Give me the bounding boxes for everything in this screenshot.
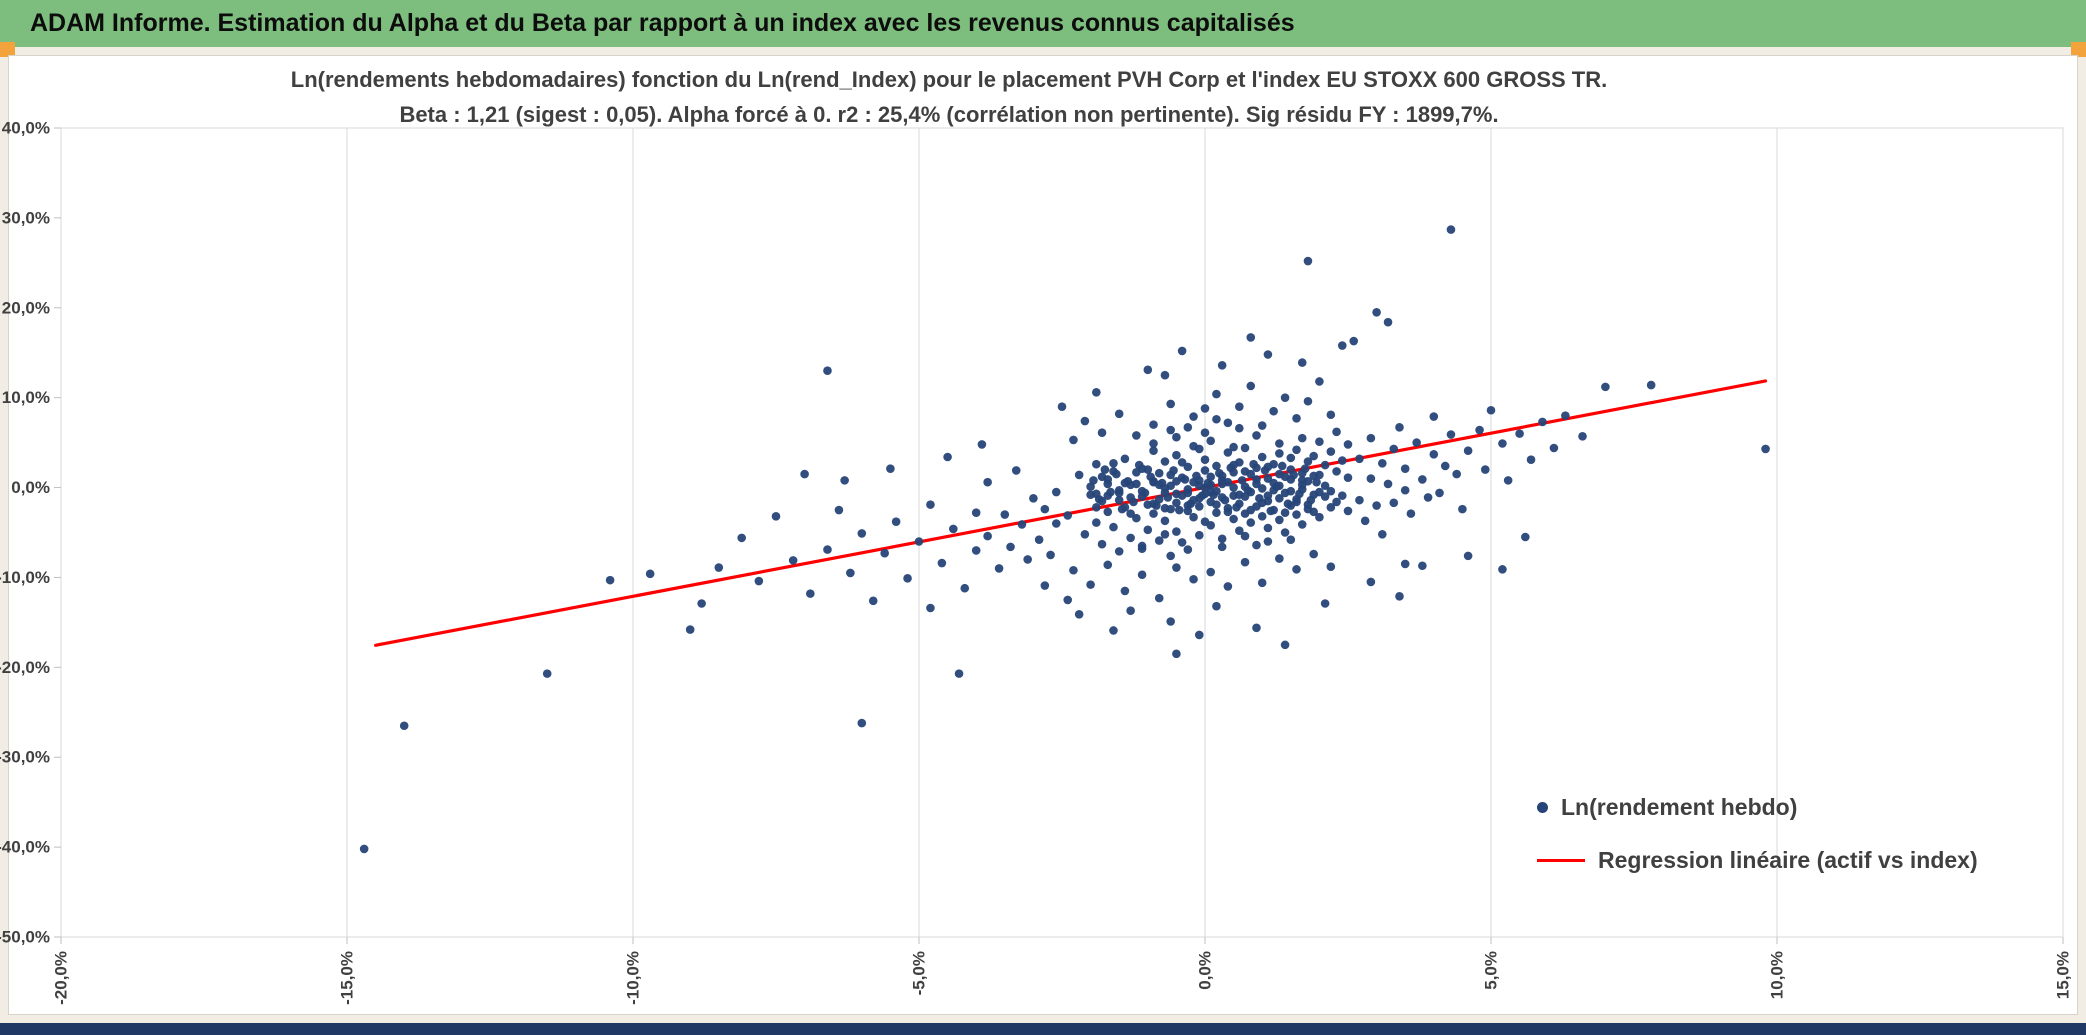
svg-text:10,0%: 10,0% <box>2 388 50 407</box>
legend-line-marker-icon <box>1537 859 1585 862</box>
legend-item-regression[interactable]: Regression linéaire (actif vs index) <box>1537 847 1978 874</box>
svg-text:0,0%: 0,0% <box>11 478 50 497</box>
scatter-chart-svg: -20,0% -15,0% -10,0% -5,0% 0,0% 5,0% 10,0% 15,0… <box>0 119 2073 1005</box>
orange-accent-left <box>0 42 15 57</box>
svg-text:15,0%: 15,0% <box>2054 951 2073 999</box>
svg-text:40,0%: 40,0% <box>2 119 50 138</box>
sheet-header-title: ADAM Informe. Estimation du Alpha et du … <box>30 9 1295 37</box>
chart-title-line1: Ln(rendements hebdomadaires) fonction du… <box>290 67 1608 92</box>
svg-text:-50,0%: -50,0% <box>0 928 50 947</box>
chart-title: Ln(rendements hebdomadaires) fonction du… <box>9 62 1889 132</box>
bottom-navy-bar <box>0 1023 2086 1035</box>
svg-text:-15,0%: -15,0% <box>338 951 357 1005</box>
chart-title-line2: Beta : 1,21 (sigest : 0,05). Alpha forcé… <box>399 102 1499 127</box>
x-axis-labels: -20,0% -15,0% -10,0% -5,0% 0,0% 5,0% 10,0% 15,0… <box>52 951 2073 1005</box>
svg-text:-10,0%: -10,0% <box>0 568 50 587</box>
y-axis-labels: 40,0% 30,0% 20,0% 10,0% 0,0% -10,0% -20,0% -30,… <box>0 119 50 947</box>
legend-label-points: Ln(rendement hebdo) <box>1561 794 1798 820</box>
svg-text:5,0%: 5,0% <box>1482 951 1501 990</box>
sheet-header-bar: ADAM Informe. Estimation du Alpha et du … <box>0 0 2086 47</box>
legend-item-points[interactable]: Ln(rendement hebdo) <box>1537 794 1978 821</box>
svg-text:-5,0%: -5,0% <box>910 951 929 995</box>
orange-accent-right <box>2071 42 2086 57</box>
chart-object[interactable]: -20,0% -15,0% -10,0% -5,0% 0,0% 5,0% 10,0% 15,0… <box>0 55 2078 1015</box>
svg-text:-10,0%: -10,0% <box>624 951 643 1005</box>
svg-text:-20,0%: -20,0% <box>52 951 71 1005</box>
chart-legend[interactable]: Ln(rendement hebdo) Regression linéaire … <box>1537 794 1978 874</box>
axis-ticks <box>54 127 2064 944</box>
legend-label-regression: Regression linéaire (actif vs index) <box>1598 847 1978 873</box>
svg-text:0,0%: 0,0% <box>1196 951 1215 990</box>
scatter-points <box>359 225 1770 854</box>
legend-dot-marker-icon <box>1537 802 1548 813</box>
plot-border <box>60 127 2064 938</box>
svg-text:-40,0%: -40,0% <box>0 838 50 857</box>
svg-text:30,0%: 30,0% <box>2 208 50 227</box>
svg-text:20,0%: 20,0% <box>2 298 50 317</box>
svg-text:-30,0%: -30,0% <box>0 748 50 767</box>
svg-text:-20,0%: -20,0% <box>0 658 50 677</box>
svg-text:10,0%: 10,0% <box>1768 951 1787 999</box>
